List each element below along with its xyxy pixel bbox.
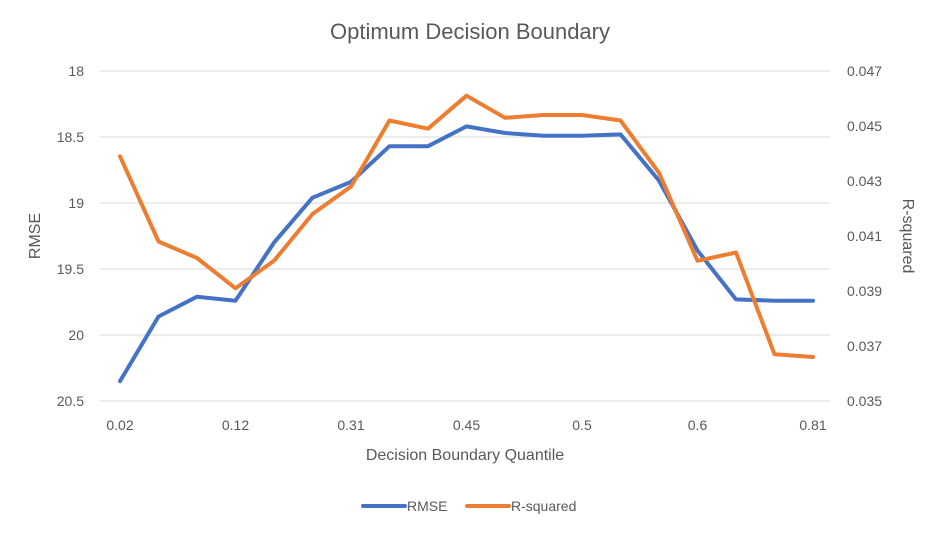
x-axis-title: Decision Boundary Quantile bbox=[366, 447, 564, 464]
x-tick-label: 0.12 bbox=[222, 417, 249, 433]
x-tick-label: 0.81 bbox=[799, 417, 826, 433]
right-axis-title: R-squared bbox=[899, 199, 916, 274]
x-tick-label: 0.45 bbox=[453, 417, 480, 433]
series-line-rmse bbox=[118, 124, 815, 384]
legend: RMSE R-squared bbox=[361, 498, 576, 514]
left-tick-label: 18.5 bbox=[57, 129, 84, 145]
chart-title: Optimum Decision Boundary bbox=[330, 19, 610, 44]
right-tick-label: 0.043 bbox=[847, 173, 882, 189]
x-tick-label: 0.31 bbox=[337, 417, 364, 433]
series-lines bbox=[118, 93, 815, 384]
right-tick-label: 0.037 bbox=[847, 338, 882, 354]
right-tick-label: 0.045 bbox=[847, 118, 882, 134]
legend-label-rmse: RMSE bbox=[407, 498, 447, 514]
left-tick-label: 20 bbox=[68, 327, 84, 343]
gridlines bbox=[100, 70, 830, 402]
right-tick-label: 0.039 bbox=[847, 283, 882, 299]
x-tick-label: 0.02 bbox=[106, 417, 133, 433]
right-axis-ticks: 0.047 0.045 0.043 0.041 0.039 0.037 0.035 bbox=[847, 63, 882, 409]
right-tick-label: 0.041 bbox=[847, 228, 882, 244]
series-line-r-squared bbox=[118, 93, 815, 359]
right-tick-label: 0.035 bbox=[847, 393, 882, 409]
left-axis-ticks: 18 18.5 19 19.5 20 20.5 bbox=[57, 63, 84, 409]
x-tick-label: 0.6 bbox=[688, 417, 708, 433]
right-tick-label: 0.047 bbox=[847, 63, 882, 79]
left-tick-label: 19.5 bbox=[57, 261, 84, 277]
left-tick-label: 18 bbox=[68, 63, 84, 79]
left-tick-label: 20.5 bbox=[57, 393, 84, 409]
left-axis-title: RMSE bbox=[27, 213, 44, 259]
legend-label-r-squared: R-squared bbox=[511, 498, 576, 514]
x-axis-ticks: 0.02 0.12 0.31 0.45 0.5 0.6 0.81 bbox=[106, 417, 826, 433]
left-tick-label: 19 bbox=[68, 195, 84, 211]
x-tick-label: 0.5 bbox=[572, 417, 592, 433]
